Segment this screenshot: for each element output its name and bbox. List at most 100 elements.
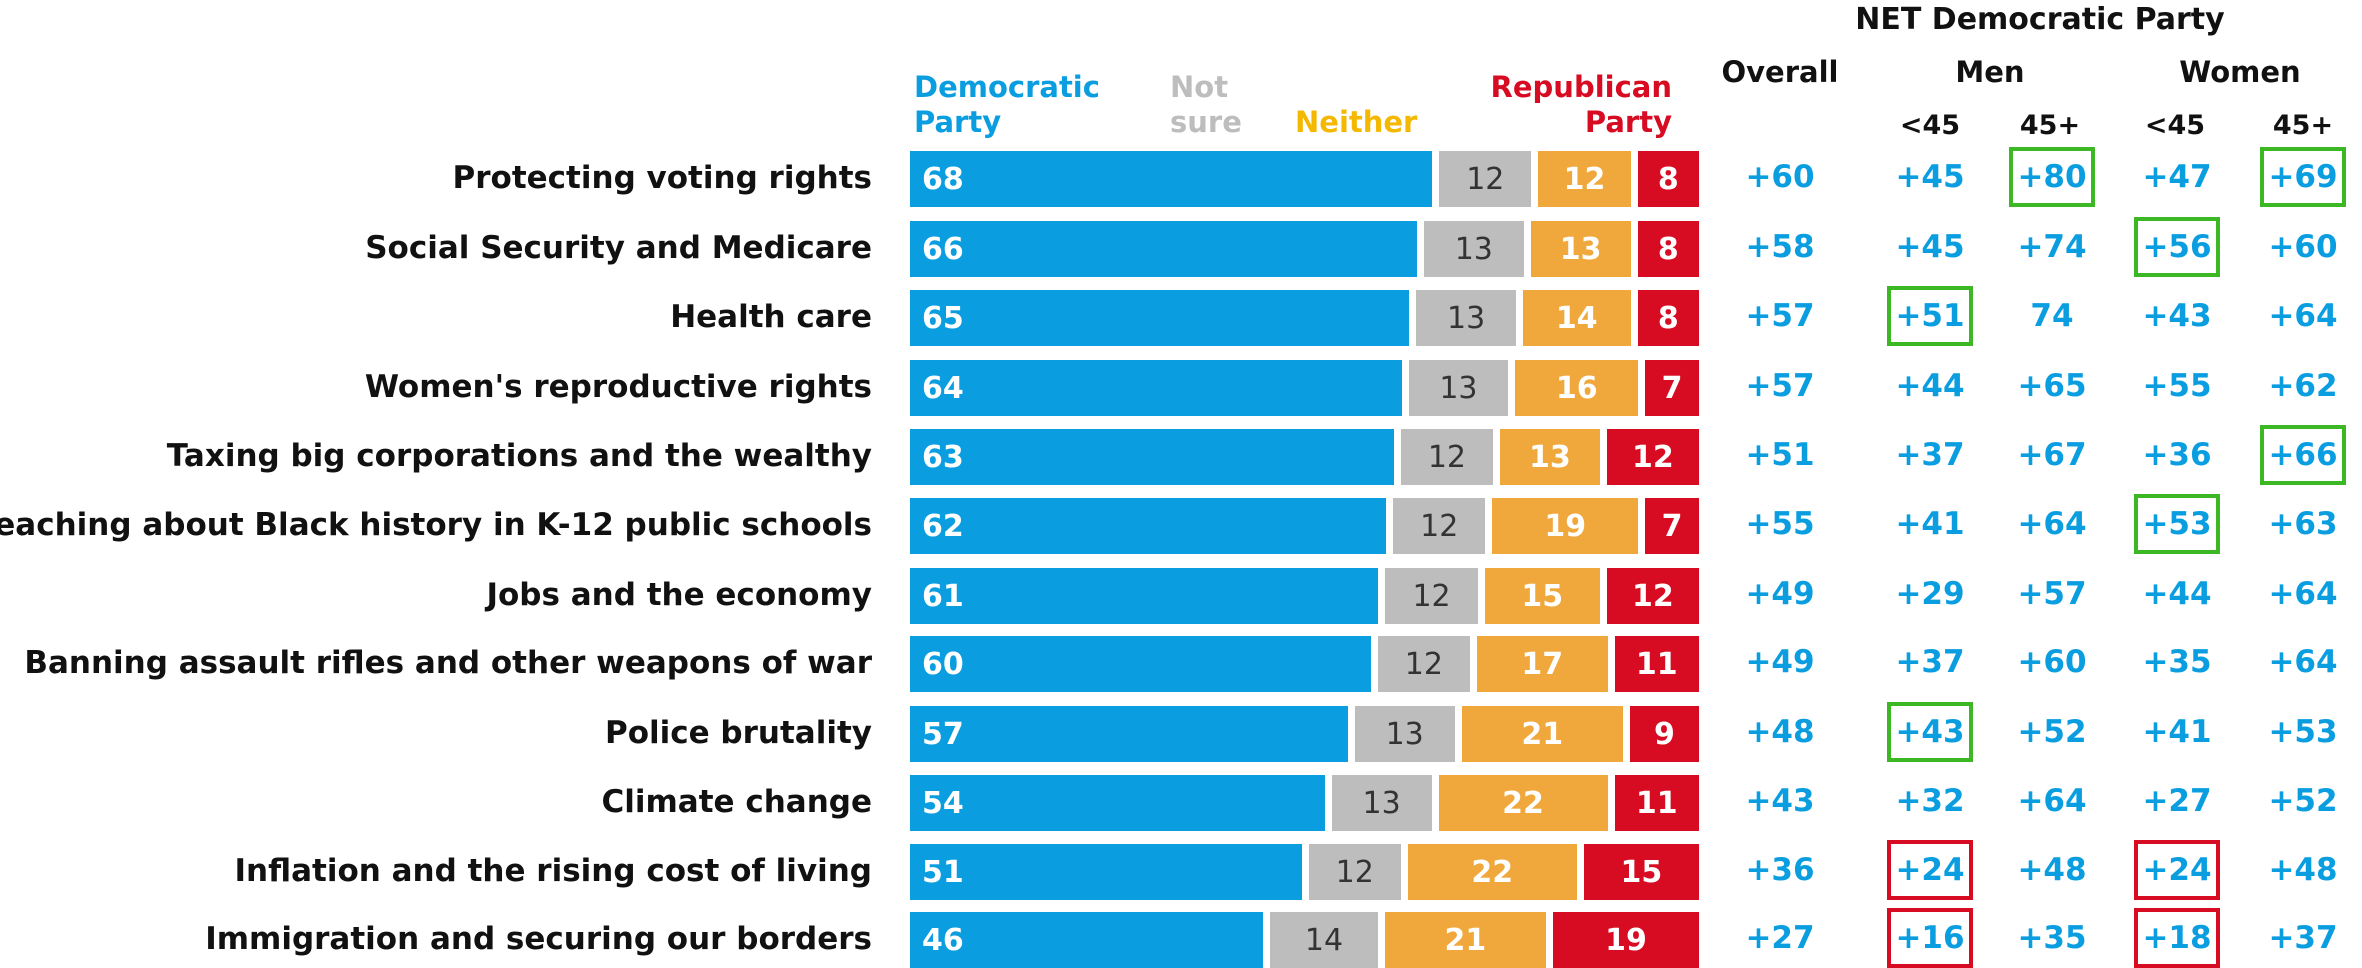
bar-neither: 22 — [1438, 775, 1608, 831]
bar-value-neither: 12 — [1563, 161, 1606, 197]
bar-value-republican: 8 — [1657, 161, 1679, 197]
bar-value-not_sure: 12 — [1466, 161, 1505, 197]
bar-not_sure: 13 — [1408, 360, 1509, 416]
bar-not_sure: 12 — [1400, 429, 1493, 485]
bar-value-neither: 21 — [1444, 922, 1487, 958]
net-value: +66 — [2268, 437, 2338, 473]
bar-value-not_sure: 13 — [1385, 716, 1424, 752]
bar-value-republican: 19 — [1605, 922, 1647, 958]
legend-not-sure: Not sure — [1170, 70, 1242, 139]
net-value: +60 — [2017, 644, 2087, 680]
bar-not_sure: 12 — [1377, 636, 1470, 692]
net-value: +55 — [1745, 506, 1815, 542]
net-value: +37 — [2268, 920, 2338, 956]
bar-democratic: 60 — [910, 636, 1371, 692]
bar-value-not_sure: 13 — [1439, 370, 1478, 406]
bar-value-neither: 13 — [1559, 231, 1602, 267]
sub-head-women-old: 45+ — [2272, 110, 2334, 141]
bar-republican: 12 — [1606, 429, 1699, 485]
net-value: +37 — [1895, 644, 1965, 680]
bar-value-democratic: 66 — [922, 231, 964, 267]
net-value: +64 — [2017, 506, 2087, 542]
net-value: +45 — [1895, 159, 1965, 195]
bar-value-not_sure: 13 — [1362, 785, 1401, 821]
legend-republican: Republican Party — [1490, 70, 1672, 139]
bar-neither: 22 — [1407, 844, 1577, 900]
net-value: +52 — [2268, 783, 2338, 819]
issue-label: Immigration and securing our borders — [205, 921, 872, 957]
bar-value-republican: 7 — [1661, 370, 1683, 406]
net-value: +57 — [1745, 298, 1815, 334]
net-value: +24 — [1895, 852, 1965, 888]
bar-democratic: 64 — [910, 360, 1402, 416]
net-value: +41 — [1895, 506, 1965, 542]
bar-neither: 17 — [1476, 636, 1608, 692]
net-value: +43 — [1895, 714, 1965, 750]
highlight-box-green — [2134, 494, 2220, 554]
highlight-box-green — [2134, 217, 2220, 277]
sub-head-women-young: <45 — [2144, 110, 2206, 141]
bar-democratic: 62 — [910, 498, 1387, 554]
bar-neither: 19 — [1492, 498, 1639, 554]
bar-republican: 12 — [1606, 568, 1699, 624]
bar-value-neither: 13 — [1529, 439, 1571, 475]
bar-republican: 15 — [1583, 844, 1699, 900]
bar-not_sure: 13 — [1423, 221, 1524, 277]
bar-democratic: 51 — [910, 844, 1302, 900]
bar-not_sure: 12 — [1439, 151, 1532, 207]
net-value: +36 — [1745, 852, 1815, 888]
bar-neither: 12 — [1538, 151, 1631, 207]
bar-not_sure: 12 — [1385, 568, 1478, 624]
bar-value-republican: 15 — [1620, 854, 1663, 890]
net-value: +53 — [2142, 506, 2212, 542]
net-value: +43 — [2142, 298, 2212, 334]
bar-value-neither: 21 — [1521, 716, 1564, 752]
issue-label: Taxing big corporations and the wealthy — [166, 438, 872, 474]
bar-democratic: 68 — [910, 151, 1433, 207]
net-value: +64 — [2268, 576, 2338, 612]
bar-republican: 11 — [1614, 775, 1699, 831]
issue-label: Jobs and the economy — [486, 577, 872, 613]
net-value: +65 — [2017, 368, 2087, 404]
issue-label: Police brutality — [604, 715, 872, 751]
bar-value-neither: 14 — [1555, 300, 1598, 336]
bar-value-democratic: 63 — [922, 439, 964, 475]
legend-democratic: Democratic Party — [914, 70, 1100, 139]
highlight-box-green — [2260, 147, 2346, 207]
bar-value-republican: 12 — [1632, 439, 1674, 475]
net-value: +44 — [1895, 368, 1965, 404]
net-value: +64 — [2268, 644, 2338, 680]
bar-not_sure: 13 — [1331, 775, 1432, 831]
bar-value-republican: 8 — [1657, 300, 1679, 336]
net-value: +51 — [1895, 298, 1965, 334]
legend-neither: Neither — [1295, 105, 1418, 139]
net-value: +69 — [2268, 159, 2338, 195]
issue-label: Social Security and Medicare — [365, 230, 872, 266]
net-value: +37 — [1895, 437, 1965, 473]
net-value: +57 — [1745, 368, 1815, 404]
highlight-box-green — [2009, 147, 2095, 207]
bar-value-neither: 22 — [1502, 785, 1544, 821]
bar-democratic: 61 — [910, 568, 1379, 624]
col-head-overall: Overall — [1721, 55, 1839, 89]
issue-label: Women's reproductive rights — [364, 369, 872, 405]
net-value: +18 — [2142, 920, 2212, 956]
issue-label: Teaching about Black history in K-12 pub… — [0, 507, 872, 543]
net-value: +80 — [2017, 159, 2087, 195]
bar-value-republican: 11 — [1635, 785, 1678, 821]
bar-democratic: 46 — [910, 912, 1264, 968]
highlight-box-green — [1887, 286, 1973, 346]
col-head-men: Men — [1955, 55, 2025, 89]
bar-neither: 13 — [1500, 429, 1600, 485]
bar-republican: 8 — [1637, 221, 1699, 277]
net-value: +51 — [1745, 437, 1815, 473]
net-value: +24 — [2142, 852, 2212, 888]
bar-republican: 8 — [1637, 151, 1699, 207]
net-value: +43 — [1745, 783, 1815, 819]
bar-republican: 19 — [1553, 912, 1699, 968]
bar-not_sure: 13 — [1354, 706, 1455, 762]
bar-value-not_sure: 12 — [1420, 508, 1459, 544]
net-value: +27 — [1745, 920, 1815, 956]
net-value: +35 — [2142, 644, 2212, 680]
highlight-box-red — [1887, 840, 1973, 900]
